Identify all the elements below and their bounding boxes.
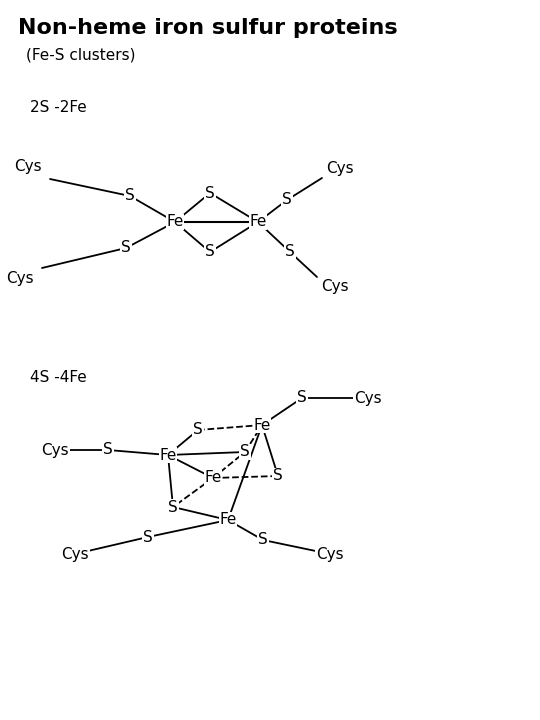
Text: Cys: Cys [41, 443, 69, 457]
Text: Fe: Fe [159, 448, 177, 462]
Text: Fe: Fe [204, 470, 222, 485]
Text: S: S [258, 533, 268, 547]
Text: Cys: Cys [316, 546, 344, 562]
Text: Cys: Cys [61, 546, 89, 562]
Text: Fe: Fe [219, 513, 237, 528]
Text: Cys: Cys [6, 271, 34, 286]
Text: Cys: Cys [354, 390, 382, 405]
Text: S: S [205, 245, 215, 259]
Text: Non-heme iron sulfur proteins: Non-heme iron sulfur proteins [18, 18, 397, 38]
Text: S: S [273, 469, 283, 484]
Text: S: S [168, 500, 178, 515]
Text: Fe: Fe [253, 418, 271, 433]
Text: Fe: Fe [249, 215, 267, 230]
Text: S: S [285, 245, 295, 259]
Text: S: S [125, 189, 135, 204]
Text: S: S [143, 529, 153, 544]
Text: S: S [205, 186, 215, 200]
Text: 2S -2Fe: 2S -2Fe [30, 100, 87, 115]
Text: S: S [193, 423, 203, 438]
Text: Fe: Fe [166, 215, 184, 230]
Text: S: S [103, 443, 113, 457]
Text: 4S -4Fe: 4S -4Fe [30, 370, 87, 385]
Text: (Fe-S clusters): (Fe-S clusters) [26, 48, 136, 63]
Text: Cys: Cys [326, 161, 354, 176]
Text: S: S [121, 240, 131, 256]
Text: Cys: Cys [14, 160, 42, 174]
Text: Cys: Cys [321, 279, 349, 294]
Text: S: S [282, 192, 292, 207]
Text: S: S [297, 390, 307, 405]
Text: S: S [240, 444, 250, 459]
